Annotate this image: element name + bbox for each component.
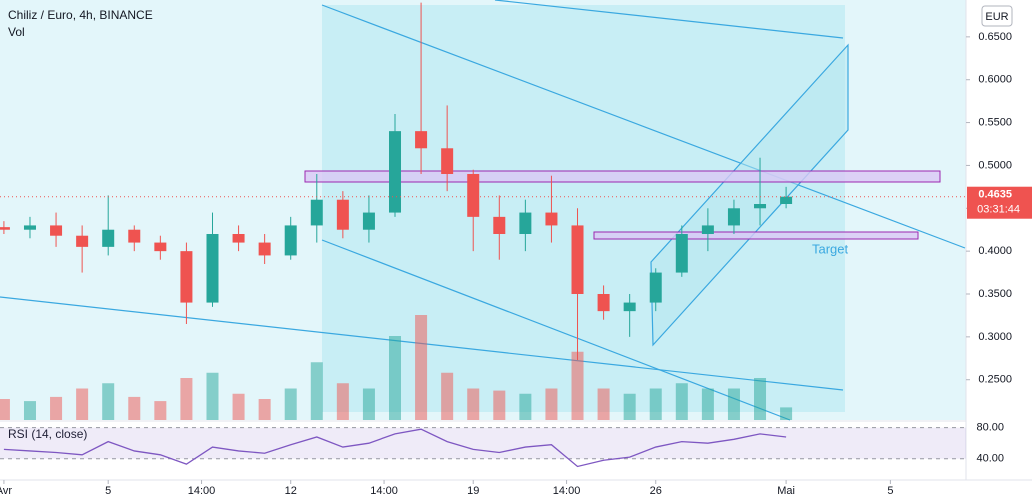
target-zone bbox=[593, 231, 919, 240]
candle-body bbox=[76, 235, 89, 247]
volume-label: Vol bbox=[8, 25, 25, 39]
x-tick-label: 19 bbox=[467, 485, 479, 497]
rsi-title: RSI (14, close) bbox=[8, 427, 87, 441]
candle-body bbox=[519, 212, 532, 234]
volume-bar bbox=[336, 383, 349, 420]
x-tick-label: Mai bbox=[777, 485, 795, 497]
candle-body bbox=[493, 216, 506, 234]
candle-body bbox=[467, 174, 480, 217]
y-tick-label: 0.3500 bbox=[978, 288, 1012, 300]
volume-bar bbox=[102, 383, 115, 420]
candle-body bbox=[623, 302, 636, 312]
candle-body bbox=[389, 131, 402, 213]
volume-bar bbox=[284, 388, 297, 420]
volume-bar bbox=[415, 315, 428, 420]
candle-body bbox=[232, 234, 245, 243]
y-tick-label: 0.5500 bbox=[978, 116, 1012, 128]
candle-body bbox=[597, 294, 610, 312]
volume-bar bbox=[467, 388, 480, 420]
candle-body bbox=[310, 199, 323, 226]
volume-bar bbox=[597, 388, 610, 420]
y-tick-label: 0.6500 bbox=[978, 31, 1012, 43]
candle-body bbox=[415, 131, 428, 149]
volume-bar bbox=[128, 396, 141, 420]
candle-body bbox=[727, 208, 740, 226]
x-tick-label: 14:00 bbox=[370, 485, 398, 497]
volume-bar bbox=[50, 396, 63, 420]
candle-body bbox=[50, 225, 63, 236]
volume-bar bbox=[23, 401, 36, 420]
volume-bar bbox=[519, 393, 532, 420]
volume-bar bbox=[206, 372, 219, 420]
chart-title: Chiliz / Euro, 4h, BINANCE bbox=[8, 8, 153, 22]
candle-body bbox=[284, 225, 297, 256]
candle-body bbox=[649, 272, 662, 303]
candle-body bbox=[754, 204, 767, 209]
volume-bar bbox=[493, 390, 506, 420]
volume-bar bbox=[362, 388, 375, 420]
candle-body bbox=[701, 225, 714, 234]
x-tick-label: 5 bbox=[105, 485, 111, 497]
x-tick-label: 26 bbox=[650, 485, 662, 497]
candle-body bbox=[571, 225, 584, 294]
volume-bar bbox=[780, 407, 793, 420]
rsi-line bbox=[3, 428, 787, 468]
rsi-band bbox=[0, 427, 966, 459]
ascending-channel bbox=[650, 43, 849, 347]
y-tick-label: 80.00 bbox=[976, 422, 1004, 434]
volume-bar bbox=[675, 383, 688, 420]
candle-body bbox=[128, 229, 141, 243]
volume-bar bbox=[649, 388, 662, 420]
candle-body bbox=[780, 196, 793, 204]
volume-bar bbox=[232, 393, 245, 420]
volume-bar bbox=[571, 351, 584, 420]
price-tag bbox=[967, 186, 1032, 219]
volume-bar bbox=[389, 336, 402, 420]
candle-body bbox=[0, 227, 10, 230]
candle-body bbox=[675, 234, 688, 273]
candle-body bbox=[23, 225, 36, 230]
trend-line bbox=[321, 4, 966, 249]
volume-bar bbox=[754, 378, 767, 420]
countdown: 03:31:44 bbox=[977, 204, 1020, 216]
x-tick-label: Avr bbox=[0, 485, 12, 497]
last-price: 0.4635 bbox=[978, 189, 1012, 201]
y-tick-label: 0.3000 bbox=[978, 331, 1012, 343]
candle-body bbox=[102, 229, 115, 247]
y-tick-label: 0.5000 bbox=[978, 159, 1012, 171]
y-tick-label: 0.6000 bbox=[978, 74, 1012, 86]
candle-body bbox=[441, 148, 454, 174]
volume-bar bbox=[180, 378, 193, 420]
currency-box bbox=[981, 5, 1013, 27]
y-tick-label: 0.2500 bbox=[978, 374, 1012, 386]
y-tick-label: 0.4000 bbox=[978, 245, 1012, 257]
currency: EUR bbox=[985, 11, 1008, 23]
volume-bar bbox=[154, 401, 167, 420]
x-tick-label: 14:00 bbox=[188, 485, 216, 497]
x-tick-label: 12 bbox=[285, 485, 297, 497]
volume-bar bbox=[258, 399, 271, 420]
candle-body bbox=[206, 234, 219, 303]
y-tick-label: 40.00 bbox=[976, 453, 1004, 465]
candle-body bbox=[180, 251, 193, 303]
x-tick-label: 5 bbox=[887, 485, 893, 497]
volume-bar bbox=[623, 393, 636, 420]
volume-bar bbox=[310, 362, 323, 420]
candle-body bbox=[545, 212, 558, 226]
candle-body bbox=[154, 242, 167, 252]
volume-bar bbox=[76, 388, 89, 420]
x-tick-label: 14:00 bbox=[553, 485, 581, 497]
candle-body bbox=[362, 212, 375, 230]
volume-bar bbox=[545, 388, 558, 420]
volume-bar bbox=[0, 399, 10, 420]
annotation: Target bbox=[812, 241, 849, 256]
volume-bar bbox=[441, 372, 454, 420]
trend-line bbox=[494, 0, 844, 39]
candle-body bbox=[336, 199, 349, 230]
candle-body bbox=[258, 242, 271, 256]
volume-bar bbox=[727, 388, 740, 420]
resistance-zone bbox=[304, 170, 941, 183]
volume-bar bbox=[701, 388, 714, 420]
